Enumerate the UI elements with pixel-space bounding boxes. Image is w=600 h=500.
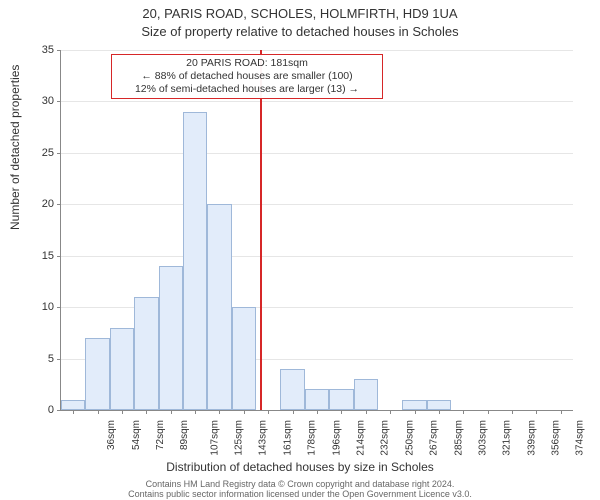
xtick-label: 54sqm — [131, 420, 142, 450]
xtick-mark — [98, 410, 99, 414]
histogram-bar — [280, 369, 304, 410]
ytick-mark — [57, 204, 61, 205]
xtick-mark — [390, 410, 391, 414]
xtick-mark — [171, 410, 172, 414]
ytick-mark — [57, 359, 61, 360]
gridline — [61, 50, 573, 51]
ytick-mark — [57, 307, 61, 308]
xtick-mark — [512, 410, 513, 414]
xtick-label: 356sqm — [551, 420, 562, 456]
xtick-mark — [293, 410, 294, 414]
xtick-mark — [488, 410, 489, 414]
xtick-label: 303sqm — [477, 420, 488, 456]
xtick-label: 72sqm — [155, 420, 166, 450]
gridline — [61, 101, 573, 102]
xtick-mark — [536, 410, 537, 414]
title-main: 20, PARIS ROAD, SCHOLES, HOLMFIRTH, HD9 … — [0, 6, 600, 21]
histogram-bar — [329, 389, 353, 410]
histogram-bar — [85, 338, 109, 410]
annotation-line1: 20 PARIS ROAD: 181sqm — [118, 57, 376, 70]
xtick-label: 107sqm — [209, 420, 220, 456]
ytick-mark — [57, 153, 61, 154]
histogram-bar — [402, 400, 426, 410]
xtick-label: 374sqm — [575, 420, 586, 456]
ytick-mark — [57, 50, 61, 51]
xtick-mark — [122, 410, 123, 414]
gridline — [61, 153, 573, 154]
xtick-mark — [415, 410, 416, 414]
xtick-label: 125sqm — [234, 420, 245, 456]
gridline — [61, 204, 573, 205]
xtick-label: 36sqm — [106, 420, 117, 450]
xtick-label: 214sqm — [356, 420, 367, 456]
xtick-mark — [146, 410, 147, 414]
annotation-line2: ← 88% of detached houses are smaller (10… — [118, 70, 376, 83]
xtick-mark — [561, 410, 562, 414]
y-axis-label: Number of detached properties — [8, 65, 22, 230]
ytick-label: 35 — [24, 44, 54, 56]
histogram-bar — [232, 307, 256, 410]
histogram-bar — [183, 112, 207, 410]
gridline — [61, 256, 573, 257]
xtick-label: 89sqm — [179, 420, 190, 450]
histogram-bar — [354, 379, 378, 410]
histogram-bar — [110, 328, 134, 410]
xtick-label: 321sqm — [502, 420, 513, 456]
ytick-label: 5 — [24, 353, 54, 365]
annotation-line3: 12% of semi-detached houses are larger (… — [118, 83, 376, 96]
xtick-label: 285sqm — [453, 420, 464, 456]
histogram-bar — [134, 297, 158, 410]
xtick-mark — [463, 410, 464, 414]
plot-area: 20 PARIS ROAD: 181sqm ← 88% of detached … — [60, 50, 573, 411]
histogram-bar — [207, 204, 231, 410]
chart-container: 20, PARIS ROAD, SCHOLES, HOLMFIRTH, HD9 … — [0, 0, 600, 500]
xtick-mark — [268, 410, 269, 414]
xtick-mark — [366, 410, 367, 414]
ytick-label: 0 — [24, 404, 54, 416]
title-sub: Size of property relative to detached ho… — [0, 24, 600, 39]
ytick-mark — [57, 410, 61, 411]
histogram-bar — [427, 400, 451, 410]
xtick-label: 267sqm — [429, 420, 440, 456]
xtick-mark — [73, 410, 74, 414]
ytick-label: 20 — [24, 198, 54, 210]
xtick-mark — [219, 410, 220, 414]
ytick-label: 25 — [24, 147, 54, 159]
xtick-mark — [341, 410, 342, 414]
footer-line2: Contains public sector information licen… — [0, 490, 600, 500]
annotation-box: 20 PARIS ROAD: 181sqm ← 88% of detached … — [111, 54, 383, 99]
xtick-label: 143sqm — [258, 420, 269, 456]
xtick-label: 178sqm — [307, 420, 318, 456]
x-axis-label: Distribution of detached houses by size … — [0, 460, 600, 474]
xtick-label: 232sqm — [380, 420, 391, 456]
xtick-label: 250sqm — [404, 420, 415, 456]
xtick-mark — [317, 410, 318, 414]
ytick-label: 30 — [24, 95, 54, 107]
xtick-mark — [244, 410, 245, 414]
xtick-mark — [439, 410, 440, 414]
ytick-label: 15 — [24, 250, 54, 262]
xtick-label: 196sqm — [331, 420, 342, 456]
reference-line — [260, 50, 262, 410]
ytick-label: 10 — [24, 301, 54, 313]
ytick-mark — [57, 101, 61, 102]
xtick-label: 339sqm — [526, 420, 537, 456]
ytick-mark — [57, 256, 61, 257]
xtick-mark — [195, 410, 196, 414]
xtick-label: 161sqm — [282, 420, 293, 456]
histogram-bar — [305, 389, 329, 410]
histogram-bar — [159, 266, 183, 410]
footer: Contains HM Land Registry data © Crown c… — [0, 480, 600, 500]
histogram-bar — [61, 400, 85, 410]
